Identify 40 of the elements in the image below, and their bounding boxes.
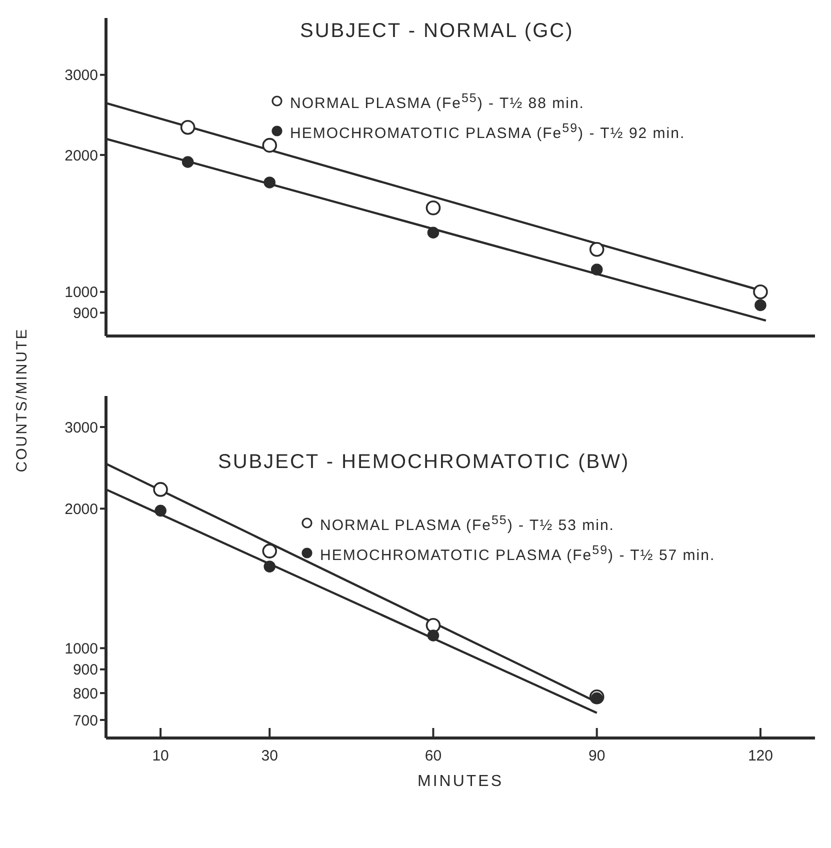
point (426, 618, 441, 633)
point (180, 120, 196, 135)
legend-label: HEMOCHROMATOTIC PLASMA (Fe$^{59}$) - T½ 57 min. (320, 542, 716, 564)
chart-title: SUBJECT - NORMAL (GC) (300, 20, 574, 43)
point (182, 156, 194, 168)
point (753, 284, 768, 300)
y-axis-title: COUNTS/MINUTE (14, 328, 30, 472)
legend-label: NORMAL PLASMA (Fe$^{55}$) - T½ 88 min. (290, 90, 584, 112)
y-tick-label: 900 (72, 305, 98, 322)
text: SUBJECT - HEMOCHROMATOTIC (BW) (218, 451, 630, 474)
y-tick-label: 1000 (64, 284, 98, 302)
y-tick-label: 800 (72, 685, 98, 702)
point (427, 226, 440, 239)
y-tick-label: 1000 (64, 640, 98, 658)
y-tick-label: 3000 (64, 67, 98, 84)
point (262, 544, 278, 558)
point (264, 560, 276, 572)
point (589, 242, 604, 257)
x-tick-label: 60 (424, 748, 442, 765)
point (590, 264, 603, 276)
x-tick-label: 120 (748, 748, 773, 765)
point (264, 176, 276, 188)
x-tick-label: 90 (588, 748, 606, 765)
x-tick-label: 10 (152, 748, 169, 765)
legend-label: NORMAL PLASMA (Fe$^{55}$) - T½ 53 min. (320, 512, 614, 534)
x-tick-label: 30 (261, 748, 278, 765)
y-tick-label: 700 (72, 712, 98, 730)
point (590, 692, 603, 704)
point (262, 138, 278, 153)
point (427, 630, 440, 642)
point (153, 482, 168, 497)
point (426, 200, 441, 216)
y-tick-label: 3000 (64, 419, 98, 436)
x-axis-title: MINUTES (418, 773, 504, 790)
legend-label: HEMOCHROMATOTIC PLASMA (Fe$^{59}$) - T½ 92 min. (290, 120, 686, 142)
y-tick-label: 2000 (64, 500, 98, 518)
y-tick-label: 900 (72, 662, 98, 679)
y-tick-label: 2000 (64, 147, 98, 164)
point (154, 504, 166, 517)
point (754, 299, 766, 312)
